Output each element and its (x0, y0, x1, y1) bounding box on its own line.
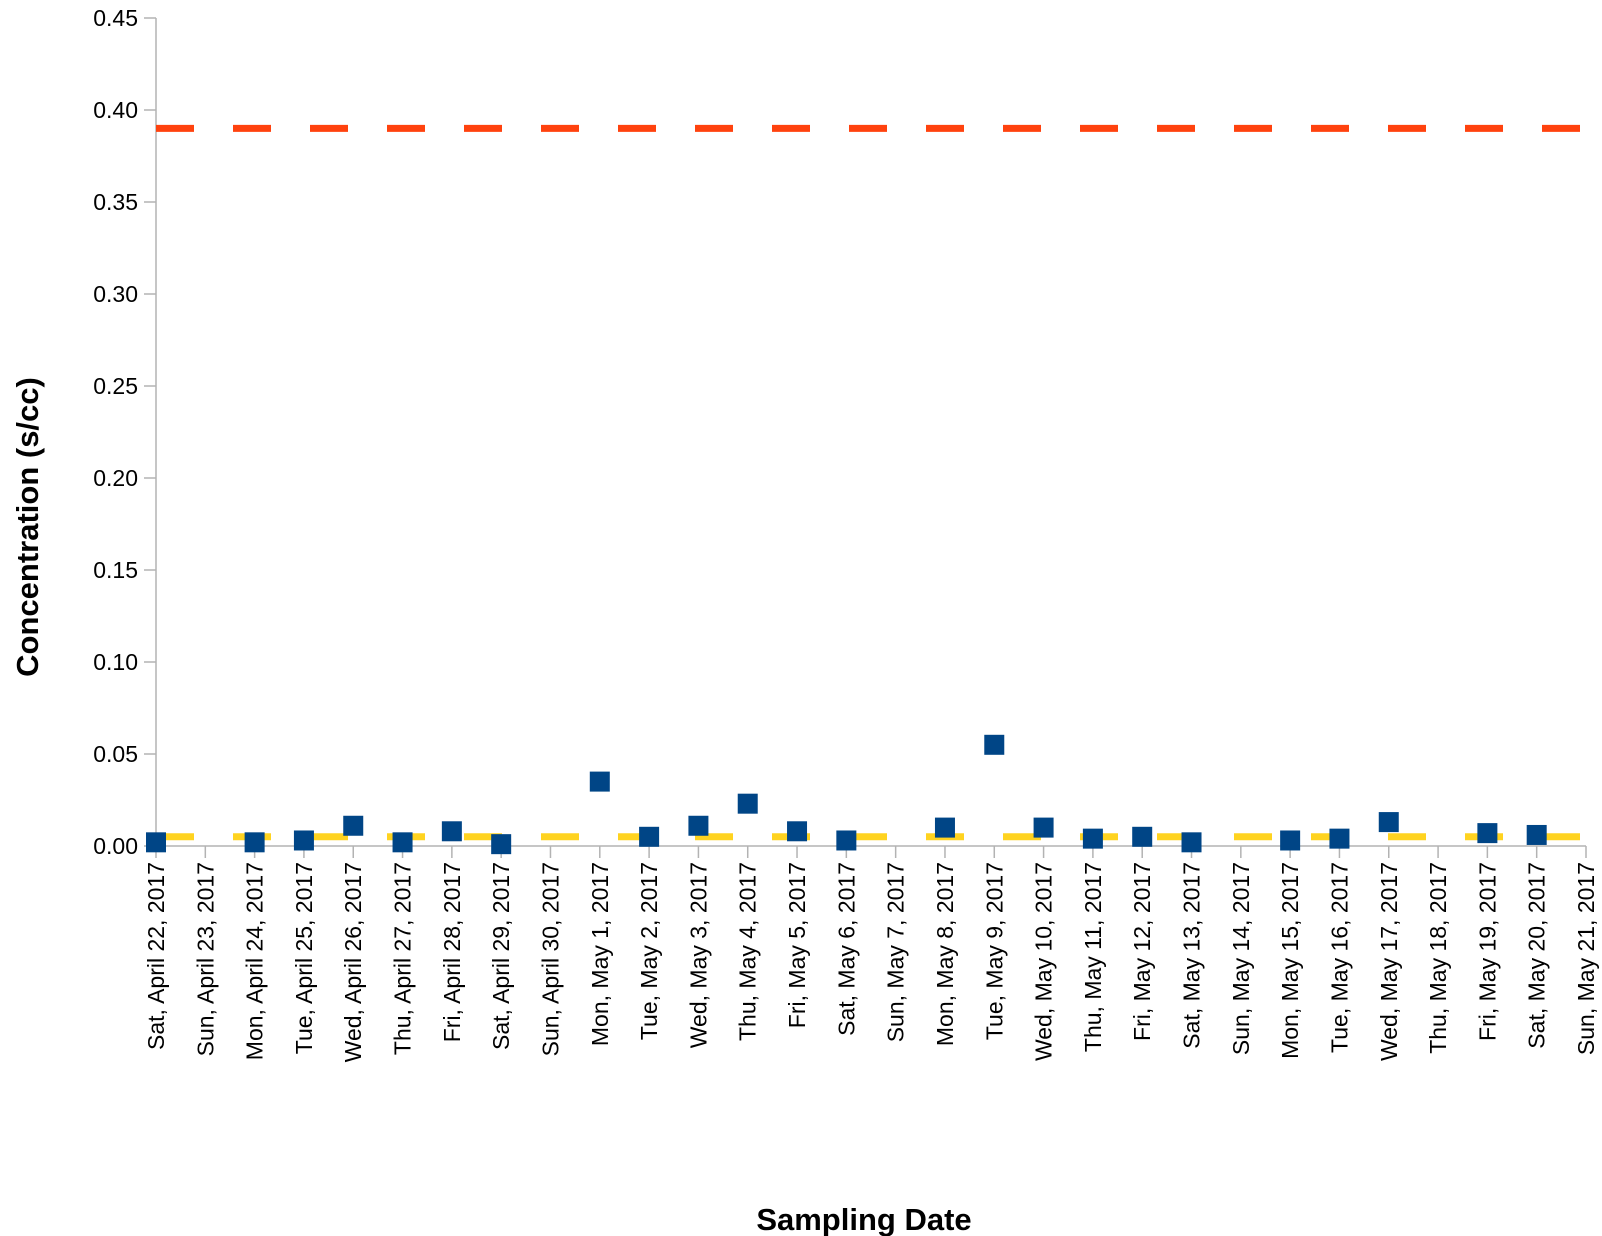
data-point (146, 832, 166, 853)
y-tick-label: 0.05 (93, 741, 138, 767)
y-tick-label: 0.25 (93, 373, 138, 399)
x-tick-label: Thu, May 4, 2017 (735, 862, 761, 1041)
data-point (1477, 823, 1498, 844)
x-tick-label: Wed, April 26, 2017 (340, 862, 366, 1062)
y-tick-label: 0.35 (93, 189, 138, 215)
y-tick-label: 0.40 (93, 97, 138, 123)
data-point (1329, 828, 1350, 849)
x-tick-label: Sat, May 6, 2017 (833, 862, 859, 1036)
data-point (1280, 830, 1301, 851)
data-point (1033, 817, 1054, 838)
x-tick-label: Sat, April 22, 2017 (143, 862, 169, 1050)
x-tick-label: Sat, May 20, 2017 (1524, 862, 1550, 1049)
x-tick-label: Fri, May 12, 2017 (1129, 862, 1155, 1041)
x-tick-labels: Sat, April 22, 2017 Sun, April 23, 2017 Mo… (143, 862, 1599, 1062)
data-point (639, 826, 660, 847)
x-tick-label: Mon, May 8, 2017 (932, 862, 958, 1046)
y-tick-label: 0.15 (93, 557, 138, 583)
x-tick-label: Tue, April 25, 2017 (291, 862, 317, 1054)
data-point (1132, 826, 1153, 847)
x-tick-label: Fri, May 5, 2017 (784, 862, 810, 1028)
reference-lines (156, 124, 1586, 841)
x-tick-label: Tue, May 16, 2017 (1326, 862, 1352, 1053)
data-point (244, 832, 265, 853)
y-axis-title: Concentration (s/cc) (10, 377, 45, 677)
x-tick-label: Fri, April 28, 2017 (439, 862, 465, 1042)
x-tick-label: Tue, May 2, 2017 (636, 862, 662, 1040)
x-tick-label: Thu, May 11, 2017 (1080, 862, 1106, 1052)
data-point (293, 830, 314, 851)
data-point (737, 793, 758, 814)
x-tick-label: Wed, May 10, 2017 (1031, 862, 1057, 1061)
x-tick-label: Sat, April 29, 2017 (488, 862, 514, 1050)
x-tick-label: Sun, April 23, 2017 (192, 862, 218, 1056)
x-tick-label: Wed, May 17, 2017 (1376, 862, 1402, 1061)
data-point (787, 821, 808, 842)
data-point (1082, 828, 1103, 849)
data-point (934, 817, 955, 838)
data-point (491, 834, 512, 855)
x-tick-label: Thu, April 27, 2017 (390, 862, 416, 1055)
data-point (1378, 812, 1399, 833)
data-point (836, 830, 857, 851)
y-tick-label: 0.00 (93, 833, 138, 859)
data-point (441, 821, 462, 842)
data-point (984, 734, 1005, 755)
y-tick-label: 0.30 (93, 281, 138, 307)
data-points (146, 734, 1547, 855)
x-tick-label: Sun, May 14, 2017 (1228, 862, 1254, 1055)
x-tick-label: Thu, May 18, 2017 (1425, 862, 1451, 1054)
x-tick-label: Mon, May 1, 2017 (587, 862, 613, 1046)
data-point (1526, 824, 1547, 845)
x-tick-label: Tue, May 9, 2017 (981, 862, 1007, 1040)
data-point (688, 815, 709, 836)
chart-axes (144, 17, 1587, 858)
x-tick-label: Mon, April 24, 2017 (242, 862, 268, 1060)
x-tick-label: Sun, May 21, 2017 (1573, 862, 1599, 1055)
y-tick-labels: 0.00 0.05 0.10 0.15 0.20 0.25 0.30 0.35 0.40 0.45 (93, 5, 138, 859)
data-point (589, 771, 610, 792)
data-point (1181, 832, 1202, 853)
x-tick-label: Wed, May 3, 2017 (685, 862, 711, 1048)
data-point (343, 815, 364, 836)
x-tick-label: Sun, April 30, 2017 (537, 862, 563, 1056)
x-axis-title: Sampling Date (756, 1202, 971, 1236)
x-tick-label: Mon, May 15, 2017 (1277, 862, 1303, 1059)
y-tick-label: 0.45 (93, 5, 138, 31)
data-point (392, 832, 413, 853)
y-tick-label: 0.20 (93, 465, 138, 491)
x-tick-label: Sat, May 13, 2017 (1179, 862, 1205, 1049)
y-tick-label: 0.10 (93, 649, 138, 675)
x-tick-label: Sun, May 7, 2017 (883, 862, 909, 1042)
x-tick-label: Fri, May 19, 2017 (1474, 862, 1500, 1041)
